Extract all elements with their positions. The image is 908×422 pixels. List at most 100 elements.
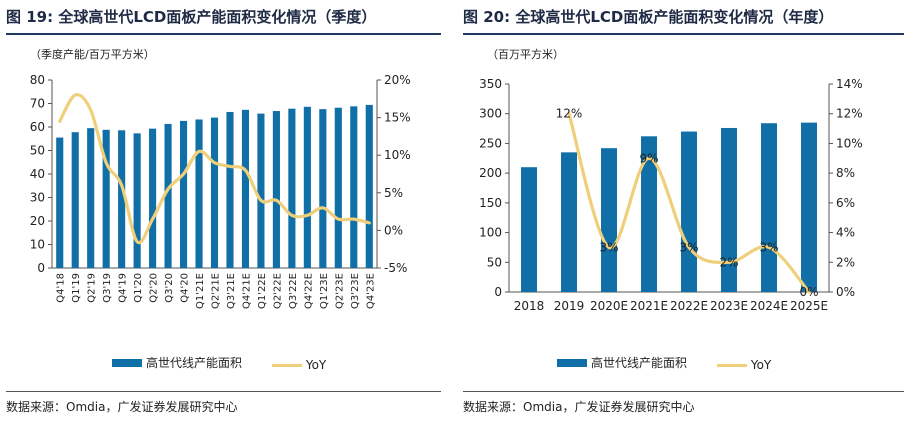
left-y-tick-label: 200 (479, 166, 502, 180)
x-tick-label: 2023E (710, 299, 748, 313)
x-tick-label: Q4'23E (365, 273, 376, 309)
legend-bar-swatch (557, 358, 587, 367)
yoy-data-label: 3% (759, 240, 778, 254)
x-tick-label: Q1'23E (319, 273, 330, 309)
capacity-bar (164, 123, 172, 268)
capacity-bar (226, 111, 234, 269)
right-source-note: 数据来源：Omdia，广发证券发展研究中心 (463, 400, 695, 414)
x-tick-label: Q2'22E (272, 273, 283, 309)
legend-bar-swatch (112, 358, 142, 367)
capacity-bar (210, 117, 219, 268)
left-y-tick-label: 30 (30, 191, 45, 205)
capacity-bar (681, 131, 697, 292)
capacity-bar (87, 128, 95, 268)
left-legend-bar-label: 高世代线产能面积 (146, 356, 243, 370)
capacity-bar (257, 113, 265, 268)
capacity-bar (133, 133, 141, 268)
left-figure-panel: 图 19: 全球高世代LCD面板产能面积变化情况（季度） （季度产能/百万平方米… (0, 0, 445, 422)
right-legend-bar-item: 高世代线产能面积 (557, 354, 687, 371)
right-legend-bar-label: 高世代线产能面积 (591, 356, 688, 370)
capacity-bar (334, 107, 342, 268)
capacity-bar (801, 122, 817, 292)
right-y-tick-label: 10% (384, 148, 411, 162)
right-y-tick-label: -5% (384, 261, 407, 275)
x-tick-label: Q1'22E (257, 273, 268, 309)
x-tick-label: Q2'21E (211, 273, 222, 309)
x-tick-label: Q1'21E (195, 273, 206, 309)
capacity-bar (521, 167, 537, 292)
yoy-data-label: 2% (719, 255, 738, 269)
left-y-tick-label: 70 (30, 97, 45, 111)
right-annual-chart: 0 50 100 150 200 250 300 350 0% 2% 4% 6% 8% 10% 12% 14%… (479, 77, 863, 313)
yoy-data-label: 0% (799, 285, 818, 299)
right-source-divider (463, 391, 904, 392)
capacity-bar (241, 109, 250, 268)
x-tick-label: Q4'21E (241, 273, 252, 309)
x-tick-label: Q3'23E (350, 273, 361, 309)
capacity-bar (761, 123, 777, 292)
capacity-bar (303, 106, 311, 268)
left-source-divider (6, 391, 441, 392)
x-tick-label: Q4'20 (180, 273, 191, 303)
capacity-bar (350, 106, 358, 268)
left-y-tick-label: 100 (479, 226, 502, 240)
right-y-tick-label: 5% (384, 186, 403, 200)
x-tick-label: Q2'19 (87, 273, 98, 303)
left-y-tick-label: 10 (30, 238, 45, 252)
x-tick-label: 2020E (590, 299, 628, 313)
left-unit-label: （季度产能/百万平方米） (30, 48, 155, 61)
left-y-tick-label: 20 (30, 214, 45, 228)
capacity-bar (365, 104, 373, 268)
left-legend-line-label: YoY (305, 358, 327, 372)
right-y-tick-label: 0% (384, 223, 403, 237)
right-y-tick-label: 10% (836, 136, 863, 150)
x-tick-label: 2021E (630, 299, 668, 313)
x-tick-label: Q1'20 (133, 273, 144, 303)
right-y-tick-label: 14% (836, 77, 863, 91)
capacity-bar (288, 108, 296, 268)
yoy-data-label: 9% (639, 151, 658, 165)
capacity-bar (56, 137, 64, 268)
right-figure-panel: 图 20: 全球高世代LCD面板产能面积变化情况（年度） （百万平方米） 0 50… (457, 0, 908, 422)
left-y-tick-label: 350 (479, 77, 502, 91)
left-y-tick-label: 0 (494, 285, 502, 299)
left-source-note: 数据来源：Omdia，广发证券发展研究中心 (6, 400, 238, 414)
x-tick-label: Q4'22E (303, 273, 314, 309)
yoy-data-label: 3% (599, 240, 618, 254)
x-tick-label: 2024E (750, 299, 788, 313)
capacity-bar (319, 109, 327, 268)
right-y-tick-label: 12% (836, 107, 863, 121)
right-figure-title: 图 20: 全球高世代LCD面板产能面积变化情况（年度） (463, 8, 834, 26)
capacity-bar (71, 132, 79, 268)
right-y-tick-label: 15% (384, 111, 411, 125)
right-legend: 高世代线产能面积 YoY (557, 354, 797, 372)
x-tick-label: Q3'19 (102, 273, 113, 303)
right-y-tick-label: 8% (836, 166, 855, 180)
right-y-tick-label: 4% (836, 226, 855, 240)
x-tick-label: 2025E (790, 299, 828, 313)
right-y-tick-label: 6% (836, 196, 855, 210)
capacity-bar (272, 111, 280, 269)
yoy-data-label: 12% (556, 107, 583, 121)
yoy-line (58, 93, 371, 245)
x-tick-label: 2018 (514, 299, 545, 313)
right-legend-line-item: YoY (716, 358, 771, 372)
left-y-tick-label: 80 (30, 73, 45, 87)
capacity-bar (149, 128, 157, 268)
capacity-bar (721, 127, 737, 292)
left-y-tick-label: 250 (479, 136, 502, 150)
right-y-tick-label: 2% (836, 255, 855, 269)
left-y-tick-label: 300 (479, 107, 502, 121)
left-legend: 高世代线产能面积 YoY (112, 354, 352, 372)
capacity-bar (195, 119, 203, 268)
capacity-bar (561, 152, 577, 292)
left-y-tick-label: 150 (479, 196, 502, 210)
right-y-tick-label: 0% (836, 285, 855, 299)
capacity-bar (601, 148, 617, 292)
capacity-bar (179, 120, 188, 268)
x-tick-label: Q2'20 (149, 273, 160, 303)
x-tick-label: Q3'22E (288, 273, 299, 309)
left-y-tick-label: 0 (37, 261, 45, 275)
yoy-line (567, 112, 811, 294)
yoy-data-label: 3% (679, 240, 698, 254)
